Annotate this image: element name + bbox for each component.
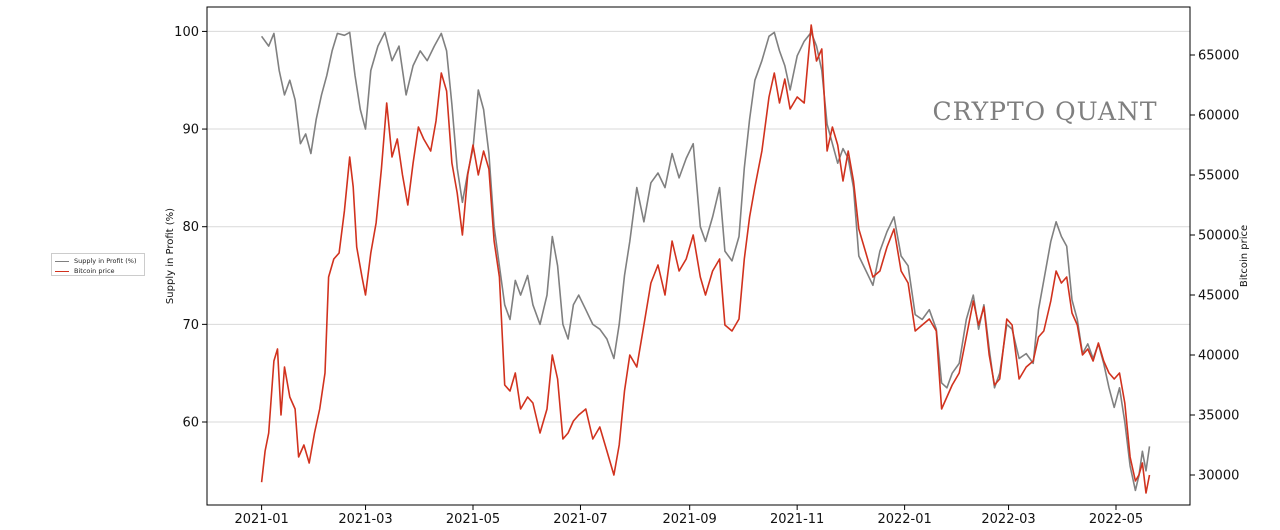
x-tick-label: 2021-09 xyxy=(663,512,717,527)
x-tick-label: 2021-05 xyxy=(446,512,500,527)
x-tick-label: 2022-01 xyxy=(877,512,931,527)
legend-label-price: Bitcoin price xyxy=(74,267,115,275)
y-axis-right-title: Bitcoin price xyxy=(1239,225,1250,287)
y-right-tick-label: 40000 xyxy=(1198,349,1239,364)
watermark-text: CRYPTO QUANT xyxy=(932,97,1157,126)
x-tick-label: 2021-07 xyxy=(553,512,607,527)
y-right-tick-label: 30000 xyxy=(1198,469,1239,484)
x-tick-label: 2022-05 xyxy=(1089,512,1143,527)
y-left-tick-label: 100 xyxy=(174,25,199,40)
series-lines xyxy=(260,24,1151,494)
legend-swatch-supply xyxy=(55,260,69,262)
y-left-tick-label: 90 xyxy=(182,123,199,138)
x-tick-label: 2022-03 xyxy=(981,512,1035,527)
y-axis-left: 60 70 80 90 100 xyxy=(174,25,207,431)
x-tick-label: 2021-11 xyxy=(770,512,824,527)
y-right-tick-label: 45000 xyxy=(1198,289,1239,304)
legend-item-price: Bitcoin price xyxy=(55,266,141,276)
legend-item-supply: Supply in Profit (%) xyxy=(55,256,141,266)
plot-frame xyxy=(206,6,1191,506)
y-right-tick-label: 35000 xyxy=(1198,409,1239,424)
y-left-tick-label: 80 xyxy=(182,220,199,235)
y-right-tick-label: 50000 xyxy=(1198,229,1239,244)
y-right-tick-label: 60000 xyxy=(1198,109,1239,124)
y-right-tick-label: 55000 xyxy=(1198,169,1239,184)
y-axis-left-title: Supply in Profit (%) xyxy=(165,208,176,304)
series-line-bitcoin-price xyxy=(260,24,1151,494)
legend-swatch-price xyxy=(55,270,69,272)
y-axis-right: 30000 35000 40000 45000 50000 55000 60000 65000 xyxy=(1190,49,1239,484)
grid-lines xyxy=(207,30,1190,423)
x-tick-label: 2021-03 xyxy=(338,512,392,527)
legend: Supply in Profit (%) Bitcoin price xyxy=(51,253,145,276)
x-tick-label: 2021-01 xyxy=(234,512,288,527)
legend-label-supply: Supply in Profit (%) xyxy=(74,257,137,265)
y-left-tick-label: 60 xyxy=(182,416,199,431)
y-left-tick-label: 70 xyxy=(182,318,199,333)
x-axis: 2021-01 2021-03 2021-05 2021-07 2021-09 2021-… xyxy=(234,505,1143,527)
y-right-tick-label: 65000 xyxy=(1198,49,1239,64)
series-line-supply-in-profit xyxy=(260,31,1151,492)
